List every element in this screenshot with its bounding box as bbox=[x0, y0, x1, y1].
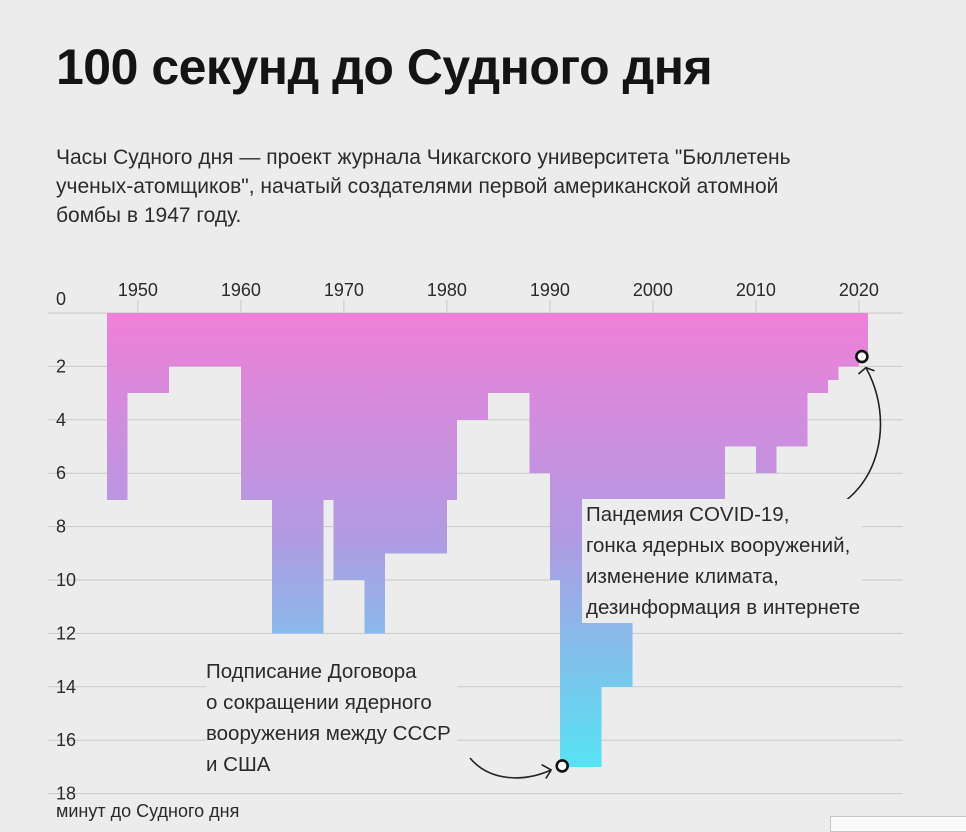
annotation-line: дезинформация в интернете bbox=[586, 596, 861, 619]
covid-arrow-head bbox=[858, 366, 875, 375]
bar bbox=[385, 313, 447, 554]
bar bbox=[488, 313, 530, 394]
bar bbox=[127, 313, 169, 394]
x-tick-label: 1950 bbox=[118, 280, 158, 300]
bar bbox=[446, 313, 458, 500]
bar bbox=[364, 313, 386, 634]
chart-subtitle: Часы Судного дня — проект журнала Чикагс… bbox=[56, 143, 926, 230]
x-tick-label: 2010 bbox=[736, 280, 776, 300]
bar bbox=[107, 313, 128, 500]
y-tick-label: 14 bbox=[56, 677, 76, 697]
y-tick-label: 4 bbox=[56, 410, 66, 430]
bar bbox=[858, 313, 868, 358]
y-tick-label: 2 bbox=[56, 356, 66, 376]
bar bbox=[549, 313, 561, 580]
annotation-line: о сокращении ядерного bbox=[206, 691, 432, 714]
covid-annotation: Пандемия COVID-19, гонка ядерных вооруже… bbox=[582, 499, 863, 623]
treaty-annotation: Подписание Договора о сокращении ядерног… bbox=[206, 656, 457, 780]
treaty-arrow-line bbox=[469, 757, 552, 779]
corner-badge-fragment bbox=[830, 816, 966, 832]
highlight-marker bbox=[555, 759, 570, 773]
chart-title: 100 секунд до Судного дня bbox=[56, 39, 713, 95]
bar bbox=[529, 313, 550, 474]
subtitle-line: бомбы в 1947 году. bbox=[56, 204, 242, 227]
y-tick-label: 6 bbox=[56, 463, 66, 483]
subtitle-line: Часы Судного дня — проект журнала Чикагс… bbox=[56, 146, 791, 169]
x-tick-label: 1960 bbox=[221, 280, 261, 300]
covid-arrow-line bbox=[825, 367, 882, 513]
bar bbox=[673, 313, 725, 500]
bar bbox=[755, 313, 777, 474]
bar bbox=[828, 313, 839, 380]
bar bbox=[457, 313, 489, 420]
y-tick-label: 12 bbox=[56, 623, 76, 643]
y-tick-label: 8 bbox=[56, 517, 66, 537]
y-tick-label: 18 bbox=[56, 784, 76, 804]
x-tick-label: 1980 bbox=[427, 280, 467, 300]
bar bbox=[838, 313, 859, 367]
annotation-line: Пандемия COVID-19, bbox=[586, 503, 790, 526]
bar bbox=[807, 313, 828, 394]
bar bbox=[776, 313, 808, 447]
annotation-line: вооружения между СССР bbox=[206, 722, 451, 745]
treaty-arrow-head bbox=[541, 764, 552, 779]
x-axis-ticks: 1950 1960 1970 1980 1990 2000 2010 2020 bbox=[118, 280, 879, 313]
x-tick-label: 1970 bbox=[324, 280, 364, 300]
y-axis-ticks: 0 2 4 6 8 10 12 14 16 18 bbox=[56, 289, 76, 804]
y-tick-label: 10 bbox=[56, 570, 76, 590]
y-axis-label: минут до Судного дня bbox=[56, 801, 240, 821]
bar bbox=[333, 313, 365, 580]
x-tick-label: 2020 bbox=[839, 280, 879, 300]
bar bbox=[168, 313, 241, 367]
x-tick-label: 2000 bbox=[633, 280, 673, 300]
annotation-line: гонка ядерных вооружений, bbox=[586, 534, 851, 557]
annotation-line: Подписание Договора bbox=[206, 660, 417, 683]
y-tick-label: 16 bbox=[56, 730, 76, 750]
bar bbox=[323, 313, 334, 500]
x-tick-label: 1990 bbox=[530, 280, 570, 300]
bar bbox=[725, 313, 756, 447]
bar bbox=[271, 313, 324, 634]
annotation-line: и США bbox=[206, 753, 271, 776]
y-tick-label: 0 bbox=[56, 289, 66, 309]
bar bbox=[240, 313, 272, 500]
highlight-marker bbox=[855, 349, 869, 364]
highlight-markers bbox=[555, 349, 869, 773]
annotation-line: изменение климата, bbox=[586, 565, 779, 588]
subtitle-line: ученых-атомщиков", начатый создателями п… bbox=[56, 175, 779, 198]
